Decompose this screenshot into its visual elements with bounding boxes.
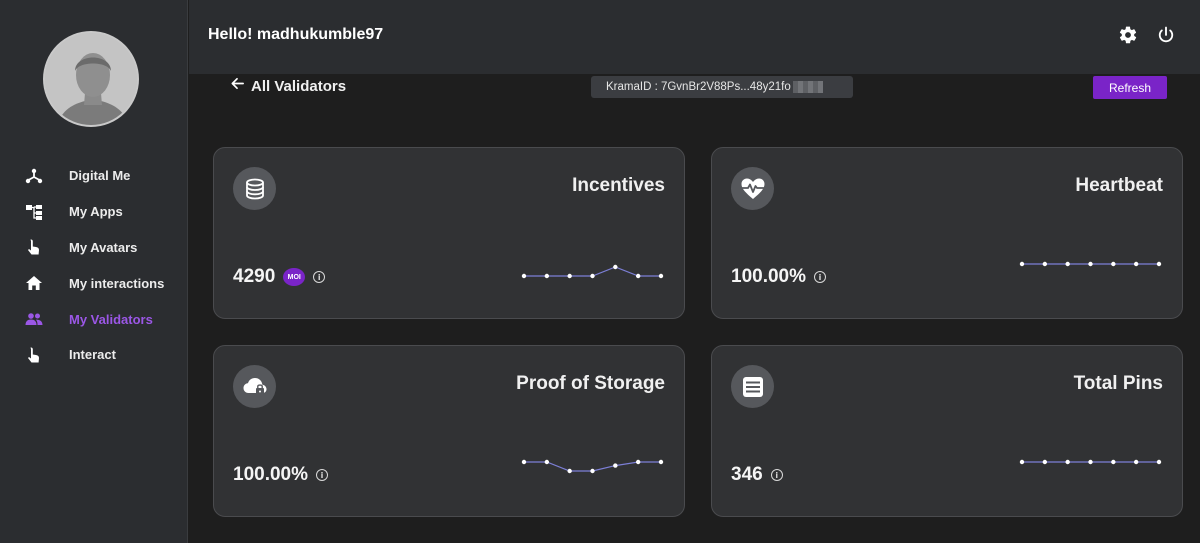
card-value-row: 100.00% i bbox=[731, 266, 827, 288]
people-icon bbox=[24, 309, 44, 329]
sidebar-item-label: My interactions bbox=[69, 275, 165, 291]
redacted-text bbox=[792, 81, 823, 93]
sparkline-point bbox=[635, 459, 641, 465]
sidebar-item-label: Digital Me bbox=[69, 168, 131, 184]
sparkline-point bbox=[544, 273, 550, 279]
sparkline-point bbox=[1088, 261, 1093, 267]
home-icon bbox=[24, 273, 44, 293]
apps-tree-icon bbox=[24, 202, 44, 222]
sparkline-point bbox=[1111, 261, 1116, 267]
incentives-card: Incentives 4290 MOI i bbox=[213, 147, 685, 319]
sidebar: Digital Me My Apps My Avatars My interac… bbox=[0, 0, 188, 543]
gear-icon[interactable] bbox=[1118, 25, 1138, 45]
moi-token-badge: MOI bbox=[283, 268, 306, 286]
user-avatar[interactable] bbox=[43, 31, 139, 127]
sparkline-point bbox=[1065, 459, 1070, 465]
back-link-label: All Validators bbox=[251, 77, 347, 95]
sidebar-item-label: My Validators bbox=[69, 311, 153, 327]
sparkline-point bbox=[1088, 459, 1093, 465]
sparkline-point bbox=[1065, 261, 1070, 267]
proof-of-storage-card: Proof of Storage 100.00% i bbox=[213, 345, 685, 517]
krama-id-field: KramaID : 7GvnBr2V88Ps...48y21fo bbox=[591, 76, 853, 98]
sparkline-point bbox=[567, 468, 572, 474]
sparkline-point bbox=[613, 264, 618, 270]
info-icon[interactable]: i bbox=[814, 271, 827, 283]
coins-icon bbox=[233, 167, 276, 210]
info-icon[interactable]: i bbox=[313, 271, 326, 283]
sidebar-item-my-interactions[interactable]: My interactions bbox=[0, 265, 188, 301]
sparkline-point bbox=[635, 273, 641, 279]
card-title: Incentives bbox=[572, 175, 665, 196]
krama-id-text: KramaID : 7GvnBr2V88Ps...48y21fo bbox=[606, 81, 791, 93]
sparkline-point bbox=[1019, 459, 1025, 465]
back-to-all-validators-link[interactable]: All Validators bbox=[230, 76, 346, 96]
card-title: Heartbeat bbox=[1075, 175, 1163, 196]
incentives-sparkline bbox=[521, 264, 664, 279]
sparkline-point bbox=[1156, 459, 1162, 465]
sparkline-point bbox=[590, 468, 595, 474]
sidebar-item-label: Interact bbox=[69, 347, 116, 363]
card-title: Total Pins bbox=[1073, 373, 1163, 394]
sparkline-point bbox=[1133, 261, 1139, 267]
sparkline-point bbox=[658, 273, 664, 279]
card-value-row: 4290 MOI i bbox=[233, 266, 326, 288]
sparkline-point bbox=[521, 459, 527, 465]
sparkline-point bbox=[1042, 459, 1048, 465]
heartbeat-sparkline bbox=[1019, 261, 1162, 267]
total-pins-card: Total Pins 346 i bbox=[711, 345, 1183, 517]
proof-of-storage-sparkline bbox=[521, 459, 664, 474]
card-title: Proof of Storage bbox=[516, 373, 665, 394]
person-silhouette-icon bbox=[45, 33, 137, 125]
touch-icon bbox=[24, 237, 44, 257]
info-icon[interactable]: i bbox=[316, 469, 329, 481]
arrow-left-icon bbox=[230, 76, 245, 96]
sparkline-point bbox=[1156, 261, 1162, 267]
heartbeat-icon bbox=[731, 167, 774, 210]
sparkline-point bbox=[544, 459, 550, 465]
card-value: 100.00% bbox=[731, 266, 807, 287]
sidebar-nav: Digital Me My Apps My Avatars My interac… bbox=[0, 158, 188, 373]
sparkline-point bbox=[1019, 261, 1025, 267]
network-icon bbox=[24, 166, 44, 186]
card-value: 4290 bbox=[233, 266, 276, 287]
card-value: 346 bbox=[731, 464, 763, 485]
cloud-lock-icon bbox=[233, 365, 276, 408]
list-icon bbox=[731, 365, 774, 408]
heartbeat-card: Heartbeat 100.00% i bbox=[711, 147, 1183, 319]
power-icon[interactable] bbox=[1156, 25, 1176, 45]
sparkline-point bbox=[1042, 261, 1048, 267]
touch-icon bbox=[24, 345, 44, 365]
sparkline-point bbox=[521, 273, 527, 279]
sparkline-point bbox=[567, 273, 572, 279]
card-value-row: 346 i bbox=[731, 464, 783, 486]
info-icon[interactable]: i bbox=[770, 469, 783, 481]
sidebar-item-label: My Apps bbox=[69, 204, 123, 220]
sidebar-item-interact[interactable]: Interact bbox=[0, 337, 188, 373]
sparkline-point bbox=[658, 459, 664, 465]
sparkline-point bbox=[1111, 459, 1116, 465]
sidebar-item-my-validators[interactable]: My Validators bbox=[0, 301, 188, 337]
card-value: 100.00% bbox=[233, 464, 309, 485]
sparkline-point bbox=[590, 273, 595, 279]
sparkline-point bbox=[1133, 459, 1139, 465]
sidebar-item-my-apps[interactable]: My Apps bbox=[0, 194, 188, 230]
greeting-text: Hello! madhukumble97 bbox=[208, 26, 384, 43]
refresh-button[interactable]: Refresh bbox=[1093, 76, 1167, 99]
sidebar-item-my-avatars[interactable]: My Avatars bbox=[0, 230, 188, 266]
sidebar-item-label: My Avatars bbox=[69, 239, 138, 255]
card-value-row: 100.00% i bbox=[233, 464, 329, 486]
sparkline-point bbox=[613, 463, 618, 468]
top-bar: Hello! madhukumble97 bbox=[189, 0, 1200, 74]
sidebar-item-digital-me[interactable]: Digital Me bbox=[0, 158, 188, 194]
total-pins-sparkline bbox=[1019, 459, 1162, 465]
